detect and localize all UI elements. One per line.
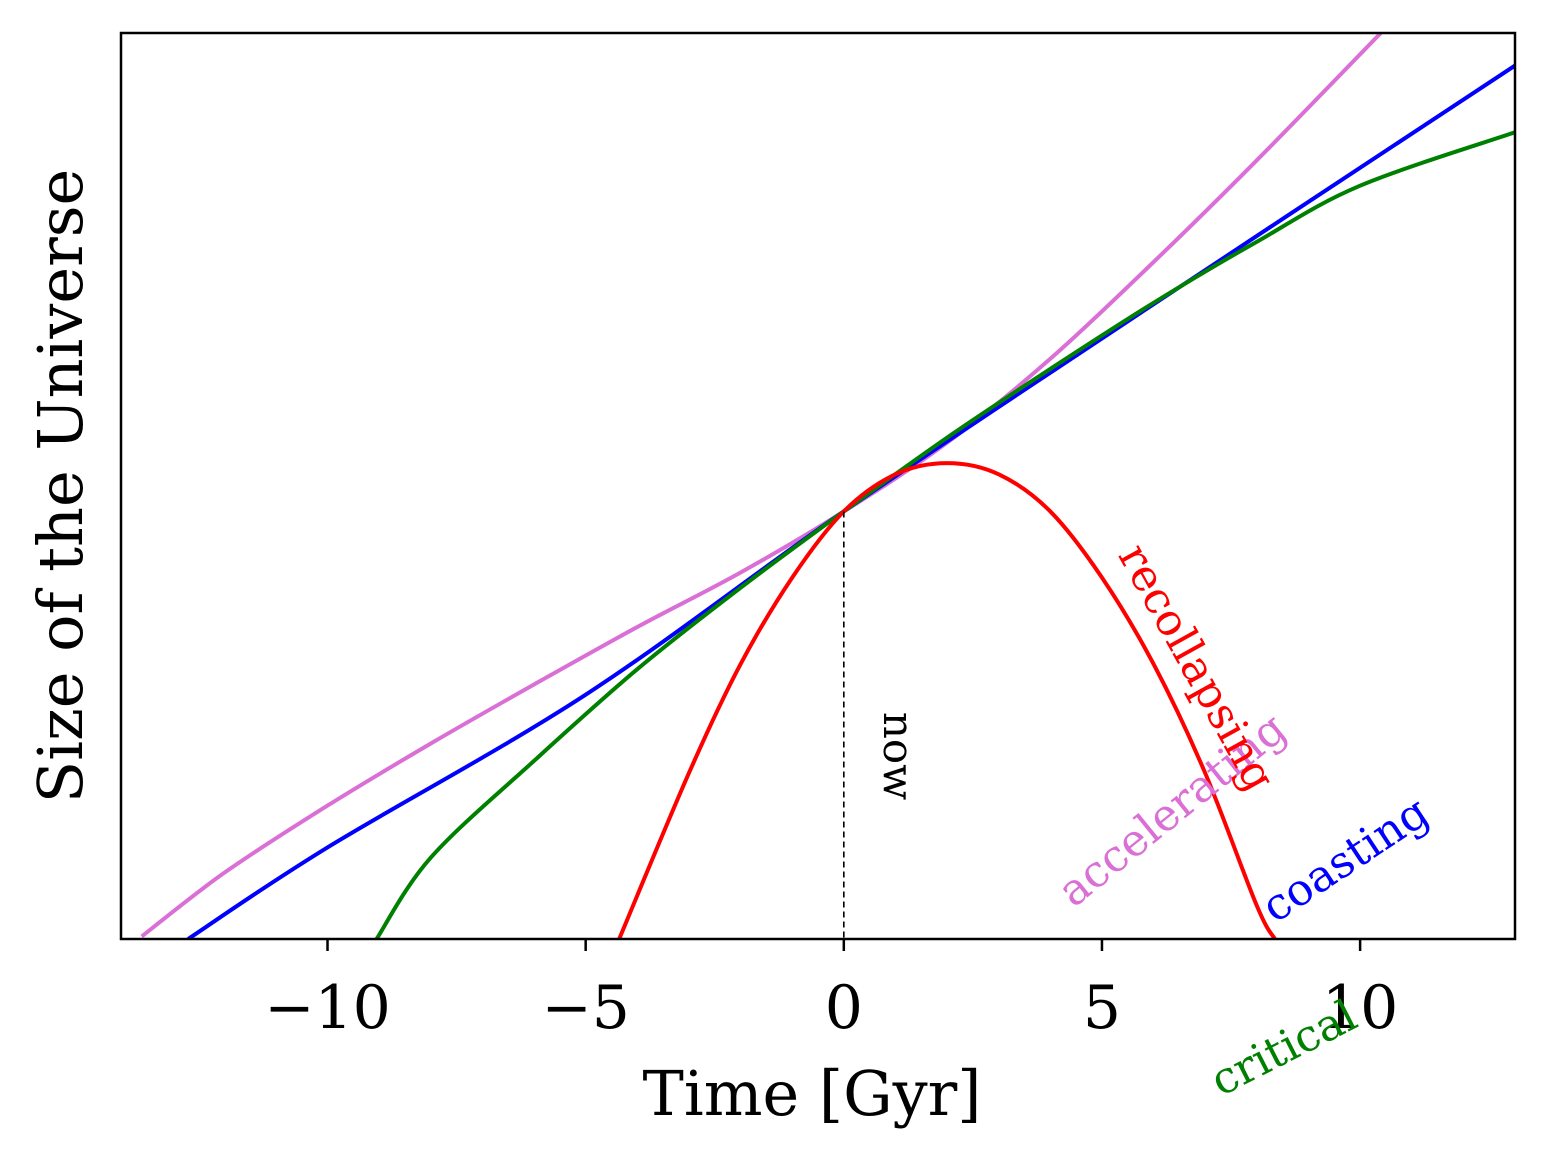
x-tick-label: 10 (1322, 973, 1398, 1043)
x-axis-ticks: −10 −5 0 5 10 (264, 939, 1398, 1043)
x-axis-label: Time [Gyr] (643, 1057, 982, 1130)
now-annotation: now (843, 511, 923, 939)
x-tick-label: −5 (541, 973, 629, 1043)
x-tick-label: 0 (825, 973, 863, 1043)
x-tick-label: −10 (264, 973, 391, 1043)
series-line-accelerating (140, 33, 1383, 939)
plot-frame (119, 31, 1517, 941)
series-line-recollapsing (617, 461, 1277, 939)
y-axis-label: Size of the Universe (24, 169, 97, 803)
x-tick-label: 5 (1083, 973, 1121, 1043)
series-layer (140, 33, 1515, 939)
now-label: now (874, 712, 923, 800)
